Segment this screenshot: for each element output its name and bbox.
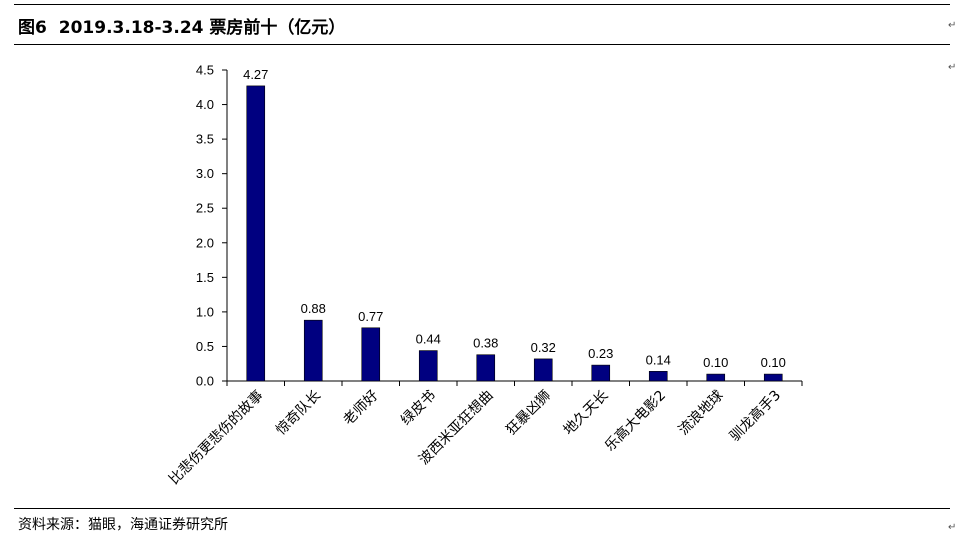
x-category-label: 驯龙高手3 [726,387,784,445]
bar [648,371,668,382]
x-category-label: 比悲伤更悲伤的故事 [165,387,266,488]
bar [763,373,783,382]
bar [533,358,553,382]
figure-title: 图6 2019.3.18-3.24 票房前十（亿元） [18,13,351,38]
y-tick-label: 4.0 [196,97,214,112]
y-tick-label: 3.5 [196,132,214,147]
x-category-label: 地久天长 [561,388,612,439]
x-category-label: 乐高大电影2 [601,387,669,455]
data-label: 0.32 [531,340,556,355]
data-label: 0.38 [473,336,498,351]
data-label: 0.88 [301,301,326,316]
x-category-label: 老师好 [341,388,382,429]
x-category-label: 惊奇队长 [272,387,324,439]
x-category-label: 绿皮书 [398,388,439,429]
data-label: 0.77 [358,309,383,324]
y-tick-label: 0.0 [196,374,214,389]
footer-rule [14,508,950,509]
x-category-label: 狂暴凶狮 [503,388,554,439]
bar [246,85,266,382]
data-label: 0.44 [416,332,441,347]
data-label: 4.27 [243,67,268,82]
x-category-label: 流浪地球 [676,388,727,439]
bar [361,327,381,382]
y-tick-label: 1.5 [196,270,214,285]
y-tick-label: 4.5 [196,63,214,78]
figure-number: 图6 [18,18,47,38]
y-tick-label: 1.0 [196,304,214,319]
y-tick-label: 3.0 [196,166,214,181]
y-tick-label: 0.5 [196,339,214,354]
bar [303,319,323,382]
header-rule [14,44,950,45]
paragraph-mark-icon: ↵ [948,20,957,31]
y-tick-label: 2.5 [196,201,214,216]
bar [591,364,611,382]
y-tick-label: 2.0 [196,235,214,250]
bar [418,350,438,382]
data-label: 0.10 [761,355,786,370]
data-label: 0.23 [588,346,613,361]
figure-title-text: 2019.3.18-3.24 票房前十（亿元） [58,18,346,38]
bar [706,373,726,382]
data-label: 0.10 [703,355,728,370]
bar [476,354,496,382]
top-rule [14,4,950,5]
paragraph-mark-icon: ↵ [948,62,957,73]
data-label: 0.14 [646,352,671,367]
source-note: 资料来源：猫眼，海通证券研究所 [18,517,228,533]
paragraph-mark-icon: ↵ [948,522,957,533]
